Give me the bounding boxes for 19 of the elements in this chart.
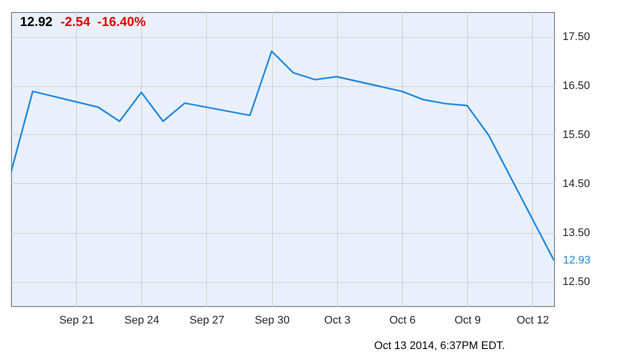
x-tick-label: Oct 6 <box>389 314 416 326</box>
line-series <box>11 50 554 262</box>
text: Oct 13 2014, 6:37PM EDT. <box>374 340 505 352</box>
x-tick-label: Oct 3 <box>324 314 350 326</box>
y-tick-label: 14.50 <box>562 178 590 190</box>
y-tick-label: 12.50 <box>562 276 590 288</box>
x-tick-label: Oct 9 <box>454 314 481 326</box>
y-tick-label: 15.50 <box>562 129 590 141</box>
chart-title: 12.92 <box>20 14 53 29</box>
annotation: 12.93 <box>563 254 591 266</box>
x-tick-label: Sep 30 <box>254 314 290 326</box>
chart-subtitle: -2.54 -16.40% <box>60 14 146 29</box>
y-tick-label: 13.50 <box>562 227 590 239</box>
x-tick-label: Sep 21 <box>59 314 94 326</box>
y-tick-label: 16.50 <box>562 80 590 92</box>
x-tick-label: Sep 27 <box>190 314 224 326</box>
x-tick-label: Oct 12 <box>516 314 549 326</box>
x-tick-label: Sep 24 <box>124 314 160 326</box>
y-tick-label: 17.50 <box>562 31 590 43</box>
